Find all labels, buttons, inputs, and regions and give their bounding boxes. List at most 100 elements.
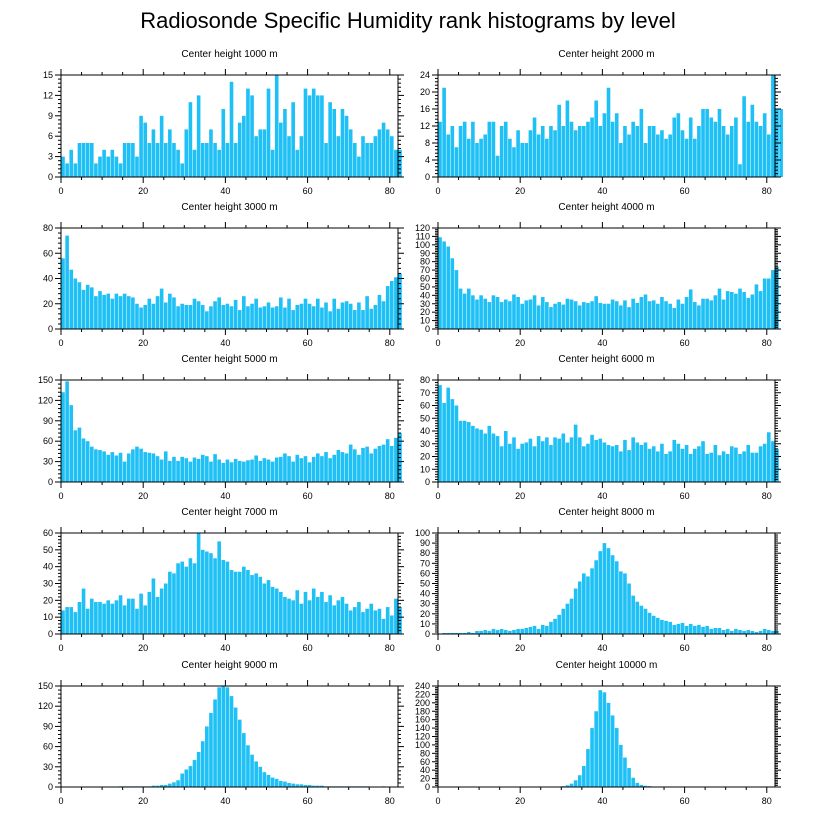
x-tick-label: 40	[220, 643, 230, 653]
histogram-bar	[250, 95, 254, 177]
histogram-bar	[586, 749, 590, 788]
y-tick-label: 4	[425, 155, 430, 165]
histogram-bar	[163, 143, 168, 177]
histogram-bar	[606, 303, 611, 329]
histogram-bar	[377, 445, 382, 482]
histogram-bar	[635, 601, 640, 634]
histogram-bar	[110, 149, 115, 177]
histogram-bar	[664, 301, 668, 329]
histogram-bar	[143, 452, 148, 482]
histogram-bar	[225, 687, 230, 787]
histogram-bar	[270, 461, 275, 482]
histogram-bar	[365, 143, 369, 177]
histogram-bar	[209, 712, 213, 787]
x-tick-label: 80	[385, 643, 395, 653]
histogram-bar	[291, 310, 295, 329]
histogram-bar	[462, 121, 467, 177]
histogram-bar	[693, 302, 697, 329]
histogram-bar	[135, 446, 139, 482]
histogram-bar	[610, 299, 615, 329]
y-tick-label: 120	[415, 223, 430, 233]
histogram-bar	[729, 630, 734, 634]
histogram-bar	[172, 143, 176, 177]
histogram-bar	[450, 258, 455, 329]
y-tick-label: 30	[43, 762, 53, 772]
histogram-bar	[295, 305, 300, 329]
histogram-bar	[565, 603, 570, 634]
histogram-bar	[520, 628, 525, 634]
histogram-bar	[717, 288, 722, 329]
histogram-bar	[295, 784, 300, 787]
y-tick-label: 120	[415, 732, 430, 742]
histogram-bar	[495, 436, 500, 482]
y-tick-label: 8	[425, 138, 430, 148]
histogram-bar	[553, 618, 557, 634]
histogram-bar	[573, 780, 578, 787]
histogram-bar	[106, 454, 111, 482]
histogram-bar	[656, 617, 660, 634]
histogram-bar	[458, 632, 463, 634]
y-tick-label: 20	[420, 307, 430, 317]
x-tick-label: 80	[385, 796, 395, 806]
histogram-bar	[344, 115, 349, 177]
histogram-bar	[77, 427, 82, 482]
histogram-bar	[766, 629, 771, 634]
histogram-bar	[237, 571, 242, 634]
histogram-bar	[172, 782, 176, 787]
histogram-bar	[532, 295, 537, 329]
histogram-bar	[590, 568, 594, 634]
x-tick-label: 20	[138, 491, 148, 501]
histogram-bar	[151, 453, 156, 482]
histogram-bar	[316, 596, 320, 634]
histogram-bar	[320, 95, 324, 177]
histogram-bar	[697, 305, 701, 329]
histogram-bar	[754, 121, 759, 177]
y-tick-label: 40	[420, 426, 430, 436]
chart-panel-7: Center height 7000 m 0 20 40 60 80 0 10 20 30 40 50…	[43, 507, 404, 653]
histogram-bar	[184, 129, 189, 177]
histogram-bar	[664, 453, 668, 482]
histogram-bar	[721, 126, 726, 177]
histogram-bar	[311, 306, 316, 329]
x-tick-label: 40	[597, 491, 607, 501]
histogram-bar	[357, 602, 361, 634]
histogram-bar	[135, 303, 139, 329]
histogram-bar	[475, 299, 479, 329]
histogram-bar	[328, 311, 332, 329]
histogram-bar	[610, 555, 615, 634]
histogram-bar	[192, 149, 197, 177]
plot-frame	[437, 532, 776, 635]
histogram-bar	[233, 143, 238, 177]
histogram-bar	[73, 430, 78, 482]
histogram-bar	[553, 130, 557, 177]
histogram-bar	[311, 88, 316, 177]
histogram-bar	[180, 773, 184, 787]
histogram-bar	[200, 305, 205, 329]
histogram-bar	[320, 785, 324, 787]
histogram-bar	[287, 136, 291, 177]
x-tick-label: 80	[762, 643, 772, 653]
x-tick-label: 60	[680, 186, 690, 196]
histogram-bar	[229, 570, 234, 634]
histogram-bar	[668, 451, 672, 482]
x-tick-label: 60	[680, 796, 690, 806]
histogram-bar	[188, 461, 193, 482]
histogram-bar	[524, 442, 529, 482]
histogram-bar	[606, 87, 611, 177]
histogram-bar	[590, 728, 594, 787]
histogram-bar	[454, 147, 459, 177]
histogram-bar	[233, 707, 238, 787]
histogram-bar	[274, 778, 279, 787]
histogram-bar	[557, 614, 561, 634]
y-tick-label: 140	[415, 723, 430, 733]
histogram-bar	[221, 305, 226, 329]
histogram-bar	[377, 608, 382, 634]
histogram-bar	[639, 109, 644, 177]
chart-panel-9: Center height 9000 m 0 20 40 60 80 0 30 60 90 120 1…	[38, 660, 404, 806]
histogram-bar	[262, 772, 267, 787]
chart-panel-3: Center height 3000 m 0 20 40 60 80 0 20 40 60 80	[43, 202, 404, 348]
histogram-bar	[512, 147, 516, 177]
histogram-bar	[631, 121, 635, 177]
histogram-bar	[471, 425, 475, 482]
histogram-bar	[647, 448, 652, 482]
